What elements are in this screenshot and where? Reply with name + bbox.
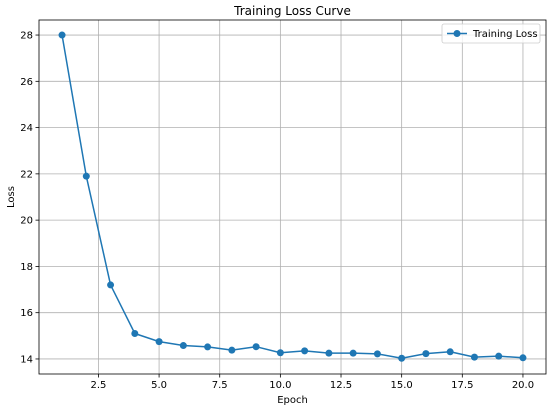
data-point — [228, 346, 236, 354]
data-point — [82, 172, 90, 180]
data-point — [58, 31, 66, 39]
x-tick-label: 15.0 — [391, 380, 413, 391]
data-point — [373, 350, 381, 358]
y-axis-label: Loss — [6, 186, 17, 208]
data-point — [107, 281, 115, 289]
chart-title: Training Loss Curve — [233, 4, 351, 18]
series-line — [61, 34, 524, 360]
x-tick-label: 5.0 — [151, 380, 167, 391]
data-point — [252, 343, 260, 351]
y-tick-label: 26 — [20, 77, 33, 88]
y-tick-label: 18 — [20, 262, 33, 273]
data-point — [422, 350, 430, 358]
y-tick-label: 16 — [20, 308, 33, 319]
y-tick-label: 20 — [20, 216, 33, 227]
data-point — [398, 354, 406, 362]
legend-label: Training Loss — [472, 29, 538, 40]
series-layer — [58, 31, 527, 362]
data-point — [179, 342, 187, 350]
x-tick-label: 2.5 — [90, 380, 106, 391]
y-tick-label: 28 — [20, 31, 33, 42]
y-tick-label: 14 — [20, 354, 33, 365]
data-point — [131, 330, 139, 338]
data-point — [519, 354, 527, 362]
data-point — [495, 352, 503, 360]
plot-frame — [38, 19, 547, 375]
x-tick-label: 12.5 — [330, 380, 352, 391]
x-axis-label: Epoch — [277, 395, 308, 406]
x-tick-label: 20.0 — [512, 380, 534, 391]
data-point — [276, 349, 284, 357]
data-point — [155, 338, 163, 346]
x-tick-label: 10.0 — [269, 380, 291, 391]
data-point — [349, 349, 357, 357]
legend-box — [441, 23, 541, 44]
legend-marker-swatch — [453, 30, 461, 37]
data-point — [446, 348, 454, 356]
legend: Training Loss — [441, 23, 541, 44]
data-point — [325, 349, 333, 357]
tick-marks: 2.5 5.0 7.5 10.0 12.5 15.0 17.5 20.0 14 16 18 20 22 2… — [20, 31, 534, 391]
grid-lines — [39, 20, 546, 374]
data-point — [204, 343, 212, 351]
x-tick-label: 17.5 — [451, 380, 473, 391]
y-tick-label: 24 — [20, 123, 33, 134]
data-point — [470, 353, 478, 361]
y-tick-label: 22 — [20, 169, 33, 180]
x-tick-label: 7.5 — [212, 380, 228, 391]
data-point — [301, 347, 309, 355]
